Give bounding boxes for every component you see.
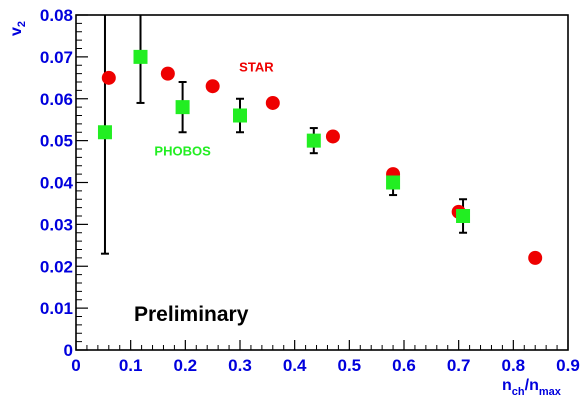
data-markers xyxy=(97,49,543,265)
phobos-point xyxy=(386,175,401,190)
y-tick-label: 0.03 xyxy=(40,215,73,234)
x-tick-label: 0 xyxy=(71,356,80,375)
y-tick-label: 0.01 xyxy=(40,299,73,318)
phobos-point xyxy=(175,100,190,115)
y-axis-title: v2 xyxy=(8,21,28,36)
star-point xyxy=(205,79,220,94)
x-axis-title: nch/nmax xyxy=(502,377,562,398)
x-tick-label: 0.6 xyxy=(392,356,416,375)
phobos-point xyxy=(233,108,247,123)
x-axis-title-sub: ch xyxy=(512,386,525,398)
y-tick-label: 0.05 xyxy=(40,132,73,151)
preliminary-annotation: Preliminary xyxy=(134,303,249,326)
y-axis-title-main: v xyxy=(8,27,25,36)
x-tick-label: 0.7 xyxy=(447,356,471,375)
star-point xyxy=(528,250,543,265)
star-point xyxy=(265,95,280,110)
x-tick-label: 0.4 xyxy=(283,356,307,375)
legend-star: STAR xyxy=(239,60,274,75)
x-tick-label: 0.3 xyxy=(228,356,252,375)
phobos-error-bars xyxy=(100,15,468,255)
x-axis-title-main: n xyxy=(502,377,512,394)
x-tick-label: 0.5 xyxy=(338,356,362,375)
plot-area xyxy=(75,14,569,351)
x-axis-title-sep: /n xyxy=(525,377,539,394)
x-axis: 0 0.1 0.2 0.3 0.4 0.5 0.6 0.7 0.8 0.9 xyxy=(71,340,580,375)
phobos-point xyxy=(133,49,148,64)
phobos-point xyxy=(456,209,471,223)
y-axis: 0 0.01 0.02 0.03 0.04 0.05 0.06 0.07 0.08 xyxy=(40,6,88,360)
x-tick-label: 0.9 xyxy=(556,356,580,375)
plot-frame xyxy=(75,14,569,351)
star-point xyxy=(325,129,340,144)
y-tick-label: 0.02 xyxy=(40,257,73,276)
chart-labels: Preliminary STAR PHOBOS nch/nmax v2 xyxy=(8,21,562,398)
x-tick-label: 0.1 xyxy=(119,356,143,375)
x-tick-label: 0.8 xyxy=(502,356,526,375)
star-point xyxy=(160,66,175,81)
y-tick-label: 0 xyxy=(64,341,73,360)
y-tick-label: 0.06 xyxy=(40,90,73,109)
legend-phobos: PHOBOS xyxy=(154,143,211,158)
y-axis-title-sub: 2 xyxy=(16,21,28,27)
x-tick-label: 0.2 xyxy=(174,356,198,375)
phobos-point xyxy=(306,133,321,148)
y-tick-label: 0.08 xyxy=(40,6,73,25)
star-point xyxy=(101,70,116,85)
y-tick-label: 0.04 xyxy=(40,174,74,193)
phobos-point xyxy=(97,125,112,140)
y-tick-label: 0.07 xyxy=(40,48,73,67)
x-axis-title-sub2: max xyxy=(539,386,562,398)
